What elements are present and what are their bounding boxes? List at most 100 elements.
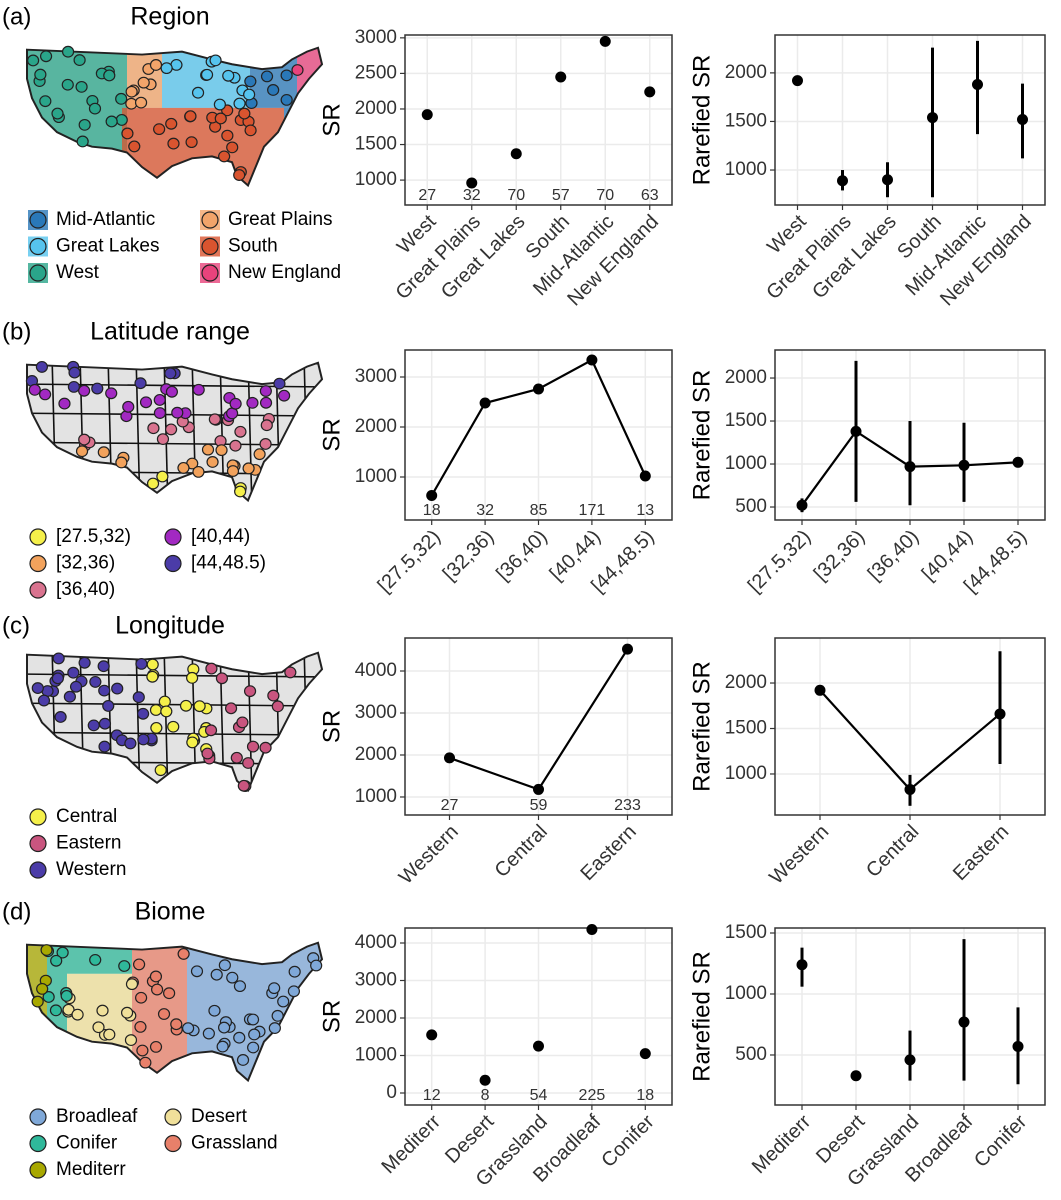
point <box>510 148 522 160</box>
map-site <box>87 719 100 732</box>
map-site <box>167 137 180 150</box>
map-site <box>278 389 291 402</box>
legend-label: Central <box>56 806 117 827</box>
map-site <box>163 987 176 1000</box>
map-site <box>78 118 91 131</box>
map-site <box>35 360 49 373</box>
point <box>426 1029 438 1041</box>
legend-marker <box>29 1161 47 1179</box>
map-site <box>103 69 116 82</box>
y-tick-label: 2500 <box>355 62 397 83</box>
map-site <box>38 388 52 401</box>
map-site <box>146 658 159 671</box>
map-site <box>205 662 218 675</box>
point <box>904 461 916 473</box>
map-site <box>267 689 280 702</box>
map-site <box>259 438 272 450</box>
map-site <box>146 477 160 490</box>
plot-background <box>405 35 672 205</box>
map-site <box>229 397 242 410</box>
legend-label: South <box>228 236 278 257</box>
point <box>904 783 916 795</box>
map-site <box>132 958 146 971</box>
map-site <box>105 387 118 400</box>
point <box>644 86 656 98</box>
map-site <box>115 114 128 126</box>
map-site <box>149 970 163 983</box>
map-site <box>244 124 257 137</box>
legend-marker <box>29 861 47 879</box>
map-site <box>171 406 184 419</box>
legend-marker <box>201 237 219 256</box>
map-site <box>76 135 89 148</box>
count-label: 18 <box>636 1087 654 1104</box>
legend-label: Mediterr <box>56 1159 126 1180</box>
map-site <box>71 1008 84 1021</box>
map-site <box>244 75 257 88</box>
map-site <box>310 959 323 972</box>
map-site <box>218 1021 231 1034</box>
map-site <box>259 396 273 409</box>
point <box>533 783 544 795</box>
point <box>533 383 544 395</box>
panel-title: Longitude <box>115 612 225 640</box>
map-site <box>243 88 256 101</box>
map-site <box>61 45 75 58</box>
y-axis-title: SR <box>318 418 345 451</box>
map-site <box>236 1054 250 1066</box>
y-axis-title: Rarefied SR <box>688 55 715 186</box>
point <box>426 490 438 501</box>
map-site <box>202 1027 215 1040</box>
map-site <box>137 733 150 746</box>
map-site <box>192 383 205 396</box>
legend-label: Conifer <box>56 1133 118 1154</box>
map-site <box>146 670 159 683</box>
map-site <box>208 413 221 426</box>
y-tick-label: 3000 <box>355 970 397 991</box>
map-site <box>284 666 297 679</box>
y-tick-label: 2000 <box>355 744 397 765</box>
map-site <box>115 456 128 469</box>
map-site <box>91 382 104 395</box>
y-tick-label: 4000 <box>355 932 397 953</box>
count-label: 27 <box>441 797 459 814</box>
point <box>1017 114 1028 126</box>
map-site <box>246 740 260 753</box>
count-label: 63 <box>641 187 659 204</box>
map-site <box>150 983 164 996</box>
map <box>26 651 323 792</box>
map-site <box>51 107 64 120</box>
map-site <box>27 54 40 67</box>
map-site <box>260 70 274 83</box>
x-tick-label: [32,36) <box>439 526 499 586</box>
y-tick-label: 3000 <box>355 27 397 48</box>
map-site <box>153 394 166 406</box>
x-tick-label: [32,36) <box>810 526 870 586</box>
map-site <box>165 385 179 398</box>
count-label: 32 <box>463 187 481 204</box>
map-site <box>89 953 102 966</box>
map-site <box>267 84 280 96</box>
map-site <box>157 1008 171 1020</box>
x-tick-label: [36,40) <box>864 526 924 586</box>
legend-marker <box>29 1134 47 1153</box>
map-site <box>39 50 53 63</box>
point <box>586 354 598 366</box>
point <box>850 425 862 437</box>
map-site <box>193 700 206 713</box>
map-site <box>134 96 148 109</box>
map-site <box>124 737 137 750</box>
map-site <box>246 1013 260 1026</box>
map-site <box>118 960 131 972</box>
map-site <box>291 64 304 76</box>
map-site <box>242 462 255 475</box>
point <box>814 684 826 696</box>
map-site <box>50 954 63 967</box>
map-site <box>268 1022 281 1035</box>
map-site <box>214 112 227 125</box>
state-line <box>27 499 322 501</box>
legend-label: New England <box>228 262 341 283</box>
map-site <box>34 68 47 81</box>
map-site <box>221 129 234 142</box>
